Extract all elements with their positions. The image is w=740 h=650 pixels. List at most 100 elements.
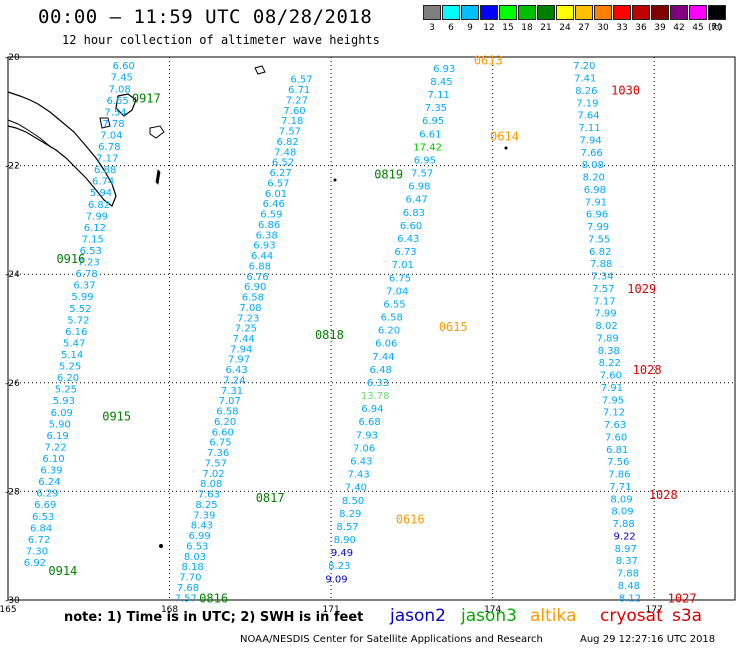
pass-label: 0613 <box>474 54 503 68</box>
wave-height-value: 7.94 <box>579 135 601 146</box>
wave-height-value: 5.47 <box>63 338 85 349</box>
wave-height-value: 6.20 <box>57 373 79 384</box>
wave-height-value: 6.10 <box>42 454 64 465</box>
wave-height-value: 7.60 <box>605 432 627 443</box>
wave-height-value: 7.40 <box>345 483 367 494</box>
wave-height-value: 6.78 <box>75 269 97 280</box>
wave-height-value: 6.20 <box>214 417 236 428</box>
wave-height-value: 8.08 <box>582 160 604 171</box>
wave-height-value: 7.89 <box>597 333 619 344</box>
wave-height-value: 8.23 <box>328 561 350 572</box>
wave-height-value: 7.22 <box>44 442 66 453</box>
wave-height-value: 6.57 <box>267 178 289 189</box>
wave-height-value: 7.64 <box>577 111 599 122</box>
wave-height-value: 6.29 <box>36 489 58 500</box>
scale-label: 33 <box>616 23 628 33</box>
scale-swatch <box>461 5 479 20</box>
wave-height-value: 6.73 <box>394 247 416 258</box>
scale-label: 39 <box>654 23 666 33</box>
wave-height-value: 7.31 <box>221 386 243 397</box>
wave-height-value: 7.04 <box>100 130 122 141</box>
x-tick-label: 177 <box>646 605 663 615</box>
wave-height-value: 6.98 <box>408 182 430 193</box>
wave-height-value: 6.88 <box>249 261 271 272</box>
wave-height-value: 7.55 <box>588 234 610 245</box>
wave-height-value: 6.39 <box>40 466 62 477</box>
wave-height-value: 6.55 <box>383 299 405 310</box>
wave-height-value: 6.16 <box>65 327 87 338</box>
pass-label: 0819 <box>374 168 403 182</box>
wave-height-value: 7.15 <box>82 234 104 245</box>
wave-height-value: 6.65 <box>106 96 128 107</box>
wave-height-value: 6.33 <box>367 378 389 389</box>
wave-height-value: 7.06 <box>353 443 375 454</box>
wave-height-value: 7.56 <box>607 457 629 468</box>
wave-height-value: 6.60 <box>212 427 234 438</box>
wave-height-value: 6.92 <box>24 558 46 569</box>
wave-height-value: 7.68 <box>177 583 199 594</box>
scale-swatch <box>708 5 726 20</box>
pass-label: 0615 <box>439 320 468 334</box>
wave-height-value: 7.60 <box>600 371 622 382</box>
pass-label: 0616 <box>396 513 425 527</box>
wave-height-value: 6.61 <box>419 129 441 140</box>
wave-height-value: 6.95 <box>414 155 436 166</box>
pass-label: 0817 <box>256 491 285 505</box>
coastline-lifou <box>115 93 137 117</box>
wave-height-value: 6.75 <box>389 273 411 284</box>
wave-height-value: 7.08 <box>109 84 131 95</box>
wave-height-value: 7.86 <box>608 470 630 481</box>
wave-height-value: 7.44 <box>372 352 394 363</box>
wave-height-value: 5.93 <box>53 396 75 407</box>
wave-height-value: 7.19 <box>576 98 598 109</box>
wave-height-value: 6.99 <box>188 531 210 542</box>
pass-label: 1028 <box>649 488 678 502</box>
wave-height-value: 6.74 <box>92 177 114 188</box>
units-note: note: 1) Time is in UTC; 2) SWH is in fe… <box>64 610 364 625</box>
wave-height-value: 6.94 <box>361 404 383 415</box>
generation-timestamp: Aug 29 12:27:16 UTC 2018 <box>580 634 716 645</box>
wave-height-value: 7.39 <box>193 510 215 521</box>
scale-label: 9 <box>467 23 473 33</box>
scale-swatch <box>442 5 460 20</box>
wave-height-value: 8.12 <box>619 593 641 604</box>
wave-height-value: 5.94 <box>90 188 112 199</box>
wave-height-value: 7.17 <box>96 154 118 165</box>
wave-height-value: 7.94 <box>230 344 252 355</box>
wave-height-value: 8.02 <box>595 321 617 332</box>
wave-height-value: 9.49 <box>331 548 353 559</box>
wave-height-value: 6.72 <box>28 535 50 546</box>
wave-height-value: 7.88 <box>617 569 639 580</box>
wave-height-value: 6.01 <box>265 189 287 200</box>
wave-height-value: 7.99 <box>86 211 108 222</box>
wave-height-value: 5.99 <box>71 292 93 303</box>
wave-height-value: 8.09 <box>611 507 633 518</box>
wave-height-value: 6.48 <box>370 365 392 376</box>
wave-height-value: 7.34 <box>591 272 613 283</box>
wave-height-value: 6.96 <box>586 210 608 221</box>
wave-height-value: 6.44 <box>251 251 273 262</box>
scale-swatch <box>689 5 707 20</box>
wave-height-value: 6.93 <box>253 241 275 252</box>
wave-height-value: 6.53 <box>32 512 54 523</box>
wave-height-value: 7.41 <box>574 74 596 85</box>
wave-height-value: 6.46 <box>263 199 285 210</box>
wave-height-value: 6.06 <box>375 339 397 350</box>
wave-height-value: 7.95 <box>602 395 624 406</box>
wave-height-value: 8.97 <box>615 544 637 555</box>
wave-height-value: 7.25 <box>235 324 257 335</box>
wave-height-value: 8.45 <box>430 77 452 88</box>
wave-height-value: 7.93 <box>356 430 378 441</box>
wave-height-value: 6.95 <box>422 116 444 127</box>
wave-height-value: 6.43 <box>226 365 248 376</box>
scale-label: 18 <box>521 23 533 33</box>
wave-height-value: 6.38 <box>256 230 278 241</box>
scale-label: 24 <box>559 23 571 33</box>
scale-label: 42 <box>673 23 685 33</box>
wave-height-value: 7.57 <box>279 127 301 138</box>
wave-height-value: 7.04 <box>386 286 408 297</box>
scale-label: 30 <box>597 23 609 33</box>
wave-height-value: 6.60 <box>400 221 422 232</box>
wave-height-value: 6.71 <box>288 85 310 96</box>
scale-swatch <box>480 5 498 20</box>
